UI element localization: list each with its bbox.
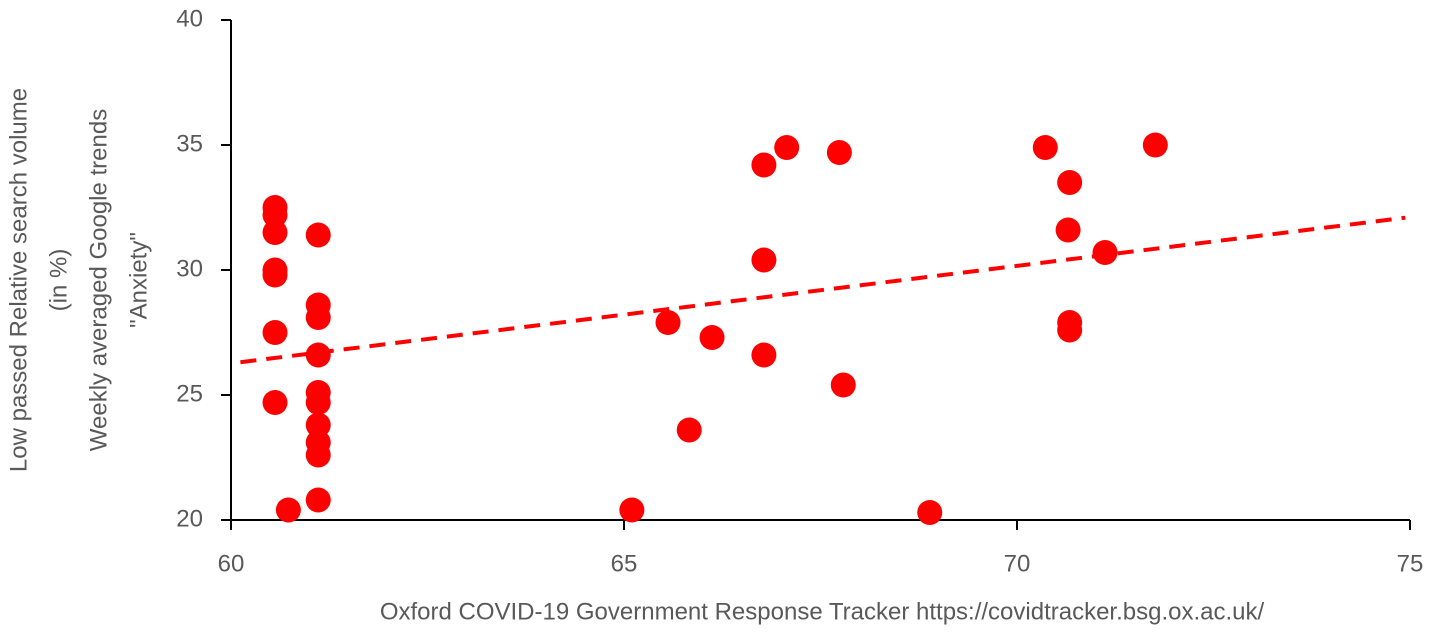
- point: [262, 262, 288, 288]
- point: [1057, 170, 1083, 195]
- point: [275, 497, 301, 523]
- point: [830, 372, 856, 398]
- point: [305, 222, 331, 248]
- y-axis-label: Low passed Relative search volume: [5, 88, 32, 472]
- point: [751, 247, 777, 273]
- point: [774, 135, 800, 160]
- x-tick-label: 65: [611, 550, 638, 577]
- point: [1032, 135, 1058, 160]
- point: [917, 500, 943, 525]
- point: [751, 152, 777, 178]
- point: [305, 390, 331, 415]
- point: [751, 342, 777, 368]
- point: [305, 412, 331, 438]
- point: [1055, 217, 1081, 243]
- point: [1057, 317, 1083, 343]
- y-tick-label: 40: [176, 5, 203, 32]
- point: [305, 442, 331, 468]
- point: [305, 342, 331, 368]
- x-tick-label: 60: [218, 550, 245, 577]
- y-tick-label: 30: [176, 255, 203, 282]
- point: [262, 390, 288, 415]
- point: [1142, 132, 1168, 158]
- point: [826, 140, 852, 165]
- x-tick-label: 70: [1004, 550, 1031, 577]
- point: [262, 220, 288, 245]
- point: [655, 310, 681, 335]
- point: [676, 417, 702, 443]
- point: [262, 202, 288, 228]
- y-axis-label: Weekly averaged Google trends: [85, 109, 112, 451]
- x-tick-label: 75: [1397, 550, 1424, 577]
- point: [1092, 240, 1118, 265]
- trendline: [240, 215, 1406, 365]
- point: [305, 305, 331, 330]
- x-axis-label: Oxford COVID-19 Government Response Trac…: [380, 598, 1265, 625]
- y-tick-label: 20: [176, 505, 203, 532]
- y-tick-label: 35: [176, 130, 203, 157]
- y-tick-label: 25: [176, 380, 203, 407]
- point: [305, 487, 331, 513]
- point: [619, 497, 645, 523]
- point: [699, 325, 725, 350]
- y-axis-label: (in %): [45, 249, 72, 312]
- point: [262, 320, 288, 345]
- y-axis-label: "Anxiety": [125, 232, 152, 328]
